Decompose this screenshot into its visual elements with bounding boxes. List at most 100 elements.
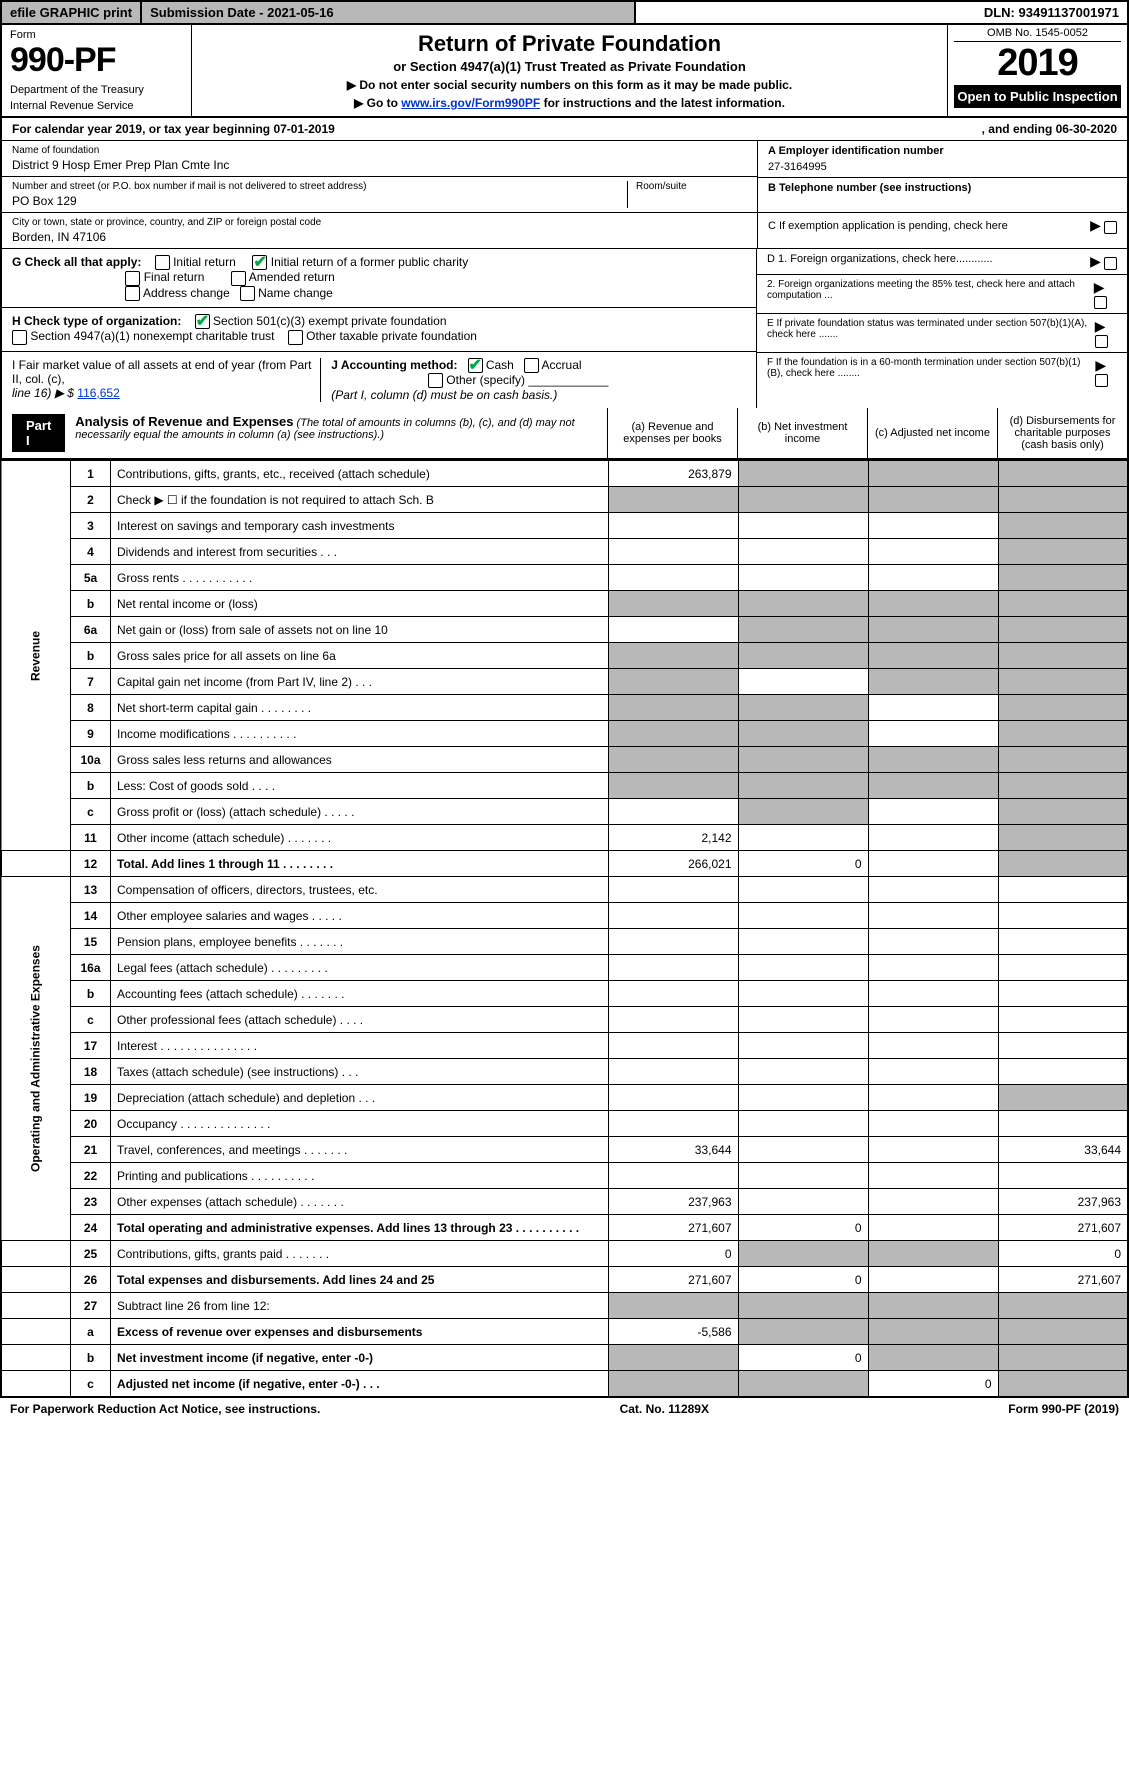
initial-checkbox[interactable] xyxy=(155,255,170,270)
calendar-year-row: For calendar year 2019, or tax year begi… xyxy=(0,118,1129,141)
table-row: 16aLegal fees (attach schedule) . . . . … xyxy=(1,955,1128,981)
ein-label: A Employer identification number xyxy=(768,145,1117,157)
d1-checkbox[interactable] xyxy=(1104,257,1117,270)
omb-number: OMB No. 1545-0052 xyxy=(954,27,1121,42)
dept-treasury: Department of the Treasury xyxy=(10,84,183,96)
f-checkbox[interactable] xyxy=(1095,374,1108,387)
table-row: 19Depreciation (attach schedule) and dep… xyxy=(1,1085,1128,1111)
accrual-checkbox[interactable] xyxy=(524,358,539,373)
calyear-end: , and ending 06-30-2020 xyxy=(982,122,1117,136)
table-row: 22Printing and publications . . . . . . … xyxy=(1,1163,1128,1189)
tax-year: 2019 xyxy=(954,42,1121,85)
c-label: C If exemption application is pending, c… xyxy=(768,220,1008,232)
i-label: I Fair market value of all assets at end… xyxy=(12,358,311,386)
c-checkbox[interactable] xyxy=(1104,221,1117,234)
other-method-checkbox[interactable] xyxy=(428,373,443,388)
form-title: Return of Private Foundation xyxy=(202,31,937,57)
table-row: 5aGross rents . . . . . . . . . . . xyxy=(1,565,1128,591)
table-row: 6aNet gain or (loss) from sale of assets… xyxy=(1,617,1128,643)
col-a-head: (a) Revenue and expenses per books xyxy=(607,408,737,458)
table-row: 18Taxes (attach schedule) (see instructi… xyxy=(1,1059,1128,1085)
efile-label[interactable]: efile GRAPHIC print xyxy=(2,2,142,23)
foundation-name: District 9 Hosp Emer Prep Plan Cmte Inc xyxy=(12,158,747,172)
e-checkbox[interactable] xyxy=(1095,335,1108,348)
table-row: 26Total expenses and disbursements. Add … xyxy=(1,1267,1128,1293)
table-row: 14Other employee salaries and wages . . … xyxy=(1,903,1128,929)
footer-left: For Paperwork Reduction Act Notice, see … xyxy=(10,1402,320,1416)
table-row: 15Pension plans, employee benefits . . .… xyxy=(1,929,1128,955)
name-label: Name of foundation xyxy=(12,145,747,156)
form-note1: ▶ Do not enter social security numbers o… xyxy=(202,78,937,92)
table-row: 8Net short-term capital gain . . . . . .… xyxy=(1,695,1128,721)
form-note2: ▶ Go to www.irs.gov/Form990PF for instru… xyxy=(202,96,937,110)
other-tax-checkbox[interactable] xyxy=(288,330,303,345)
addr-change-checkbox[interactable] xyxy=(125,286,140,301)
table-row: 20Occupancy . . . . . . . . . . . . . . xyxy=(1,1111,1128,1137)
501c3-checkbox[interactable] xyxy=(195,314,210,329)
ein-value: 27-3164995 xyxy=(768,161,1117,173)
footer-right: Form 990-PF (2019) xyxy=(1008,1402,1119,1416)
part1-table: Revenue 1Contributions, gifts, grants, e… xyxy=(0,460,1129,1398)
dln: DLN: 93491137001971 xyxy=(636,2,1127,23)
table-row: aExcess of revenue over expenses and dis… xyxy=(1,1319,1128,1345)
form-subtitle: or Section 4947(a)(1) Trust Treated as P… xyxy=(202,59,937,74)
city-label: City or town, state or province, country… xyxy=(12,217,747,228)
table-row: 2Check ▶ ☐ if the foundation is not requ… xyxy=(1,487,1128,513)
final-checkbox[interactable] xyxy=(125,271,140,286)
name-change-checkbox[interactable] xyxy=(240,286,255,301)
calyear-begin: For calendar year 2019, or tax year begi… xyxy=(12,122,335,136)
table-row: 3Interest on savings and temporary cash … xyxy=(1,513,1128,539)
table-row: 27Subtract line 26 from line 12: xyxy=(1,1293,1128,1319)
part1-badge: Part I xyxy=(12,414,65,452)
table-row: bNet rental income or (loss) xyxy=(1,591,1128,617)
revenue-label: Revenue xyxy=(1,461,71,851)
open-public: Open to Public Inspection xyxy=(954,85,1121,108)
part1-header-row: Part I Analysis of Revenue and Expenses … xyxy=(0,408,1129,460)
4947-checkbox[interactable] xyxy=(12,330,27,345)
col-c-head: (c) Adjusted net income xyxy=(867,408,997,458)
table-row: 4Dividends and interest from securities … xyxy=(1,539,1128,565)
table-row: Operating and Administrative Expenses 13… xyxy=(1,877,1128,903)
table-row: 25Contributions, gifts, grants paid . . … xyxy=(1,1241,1128,1267)
initial-former-checkbox[interactable] xyxy=(252,255,267,270)
table-row: 17Interest . . . . . . . . . . . . . . . xyxy=(1,1033,1128,1059)
cash-checkbox[interactable] xyxy=(468,358,483,373)
table-row: 21Travel, conferences, and meetings . . … xyxy=(1,1137,1128,1163)
fmv-value: 116,652 xyxy=(77,386,120,400)
footer-center: Cat. No. 11289X xyxy=(620,1402,709,1416)
form-header: Form 990-PF Department of the Treasury I… xyxy=(0,25,1129,118)
checks-block: G Check all that apply: Initial return I… xyxy=(0,249,1129,408)
col-b-head: (b) Net investment income xyxy=(737,408,867,458)
form-number: 990-PF xyxy=(10,41,183,80)
table-row: cAdjusted net income (if negative, enter… xyxy=(1,1371,1128,1397)
table-row: bGross sales price for all assets on lin… xyxy=(1,643,1128,669)
amended-checkbox[interactable] xyxy=(231,271,246,286)
city-value: Borden, IN 47106 xyxy=(12,230,747,244)
d2-label: 2. Foreign organizations meeting the 85%… xyxy=(767,279,1094,309)
table-row: 24Total operating and administrative exp… xyxy=(1,1215,1128,1241)
addr-label: Number and street (or P.O. box number if… xyxy=(12,181,627,192)
d1-label: D 1. Foreign organizations, check here..… xyxy=(767,253,993,270)
table-row: cOther professional fees (attach schedul… xyxy=(1,1007,1128,1033)
table-row: 10aGross sales less returns and allowanc… xyxy=(1,747,1128,773)
d2-checkbox[interactable] xyxy=(1094,296,1107,309)
table-row: 23Other expenses (attach schedule) . . .… xyxy=(1,1189,1128,1215)
form-link[interactable]: www.irs.gov/Form990PF xyxy=(401,96,540,110)
room-label: Room/suite xyxy=(636,181,747,192)
table-row: bAccounting fees (attach schedule) . . .… xyxy=(1,981,1128,1007)
top-bar: efile GRAPHIC print Submission Date - 20… xyxy=(0,0,1129,25)
g-row: G Check all that apply: Initial return I… xyxy=(2,249,756,308)
table-row: cGross profit or (loss) (attach schedule… xyxy=(1,799,1128,825)
page-footer: For Paperwork Reduction Act Notice, see … xyxy=(0,1398,1129,1420)
phone-label: B Telephone number (see instructions) xyxy=(768,182,1117,194)
e-label: E If private foundation status was termi… xyxy=(767,318,1095,348)
table-row: bNet investment income (if negative, ent… xyxy=(1,1345,1128,1371)
f-label: F If the foundation is in a 60-month ter… xyxy=(767,357,1095,387)
h-row: H Check type of organization: Section 50… xyxy=(2,308,756,352)
table-row: 7Capital gain net income (from Part IV, … xyxy=(1,669,1128,695)
form-label: Form xyxy=(10,29,183,41)
ij-row: I Fair market value of all assets at end… xyxy=(2,352,756,409)
expenses-label: Operating and Administrative Expenses xyxy=(1,877,71,1241)
table-row: 9Income modifications . . . . . . . . . … xyxy=(1,721,1128,747)
dept-irs: Internal Revenue Service xyxy=(10,100,183,112)
